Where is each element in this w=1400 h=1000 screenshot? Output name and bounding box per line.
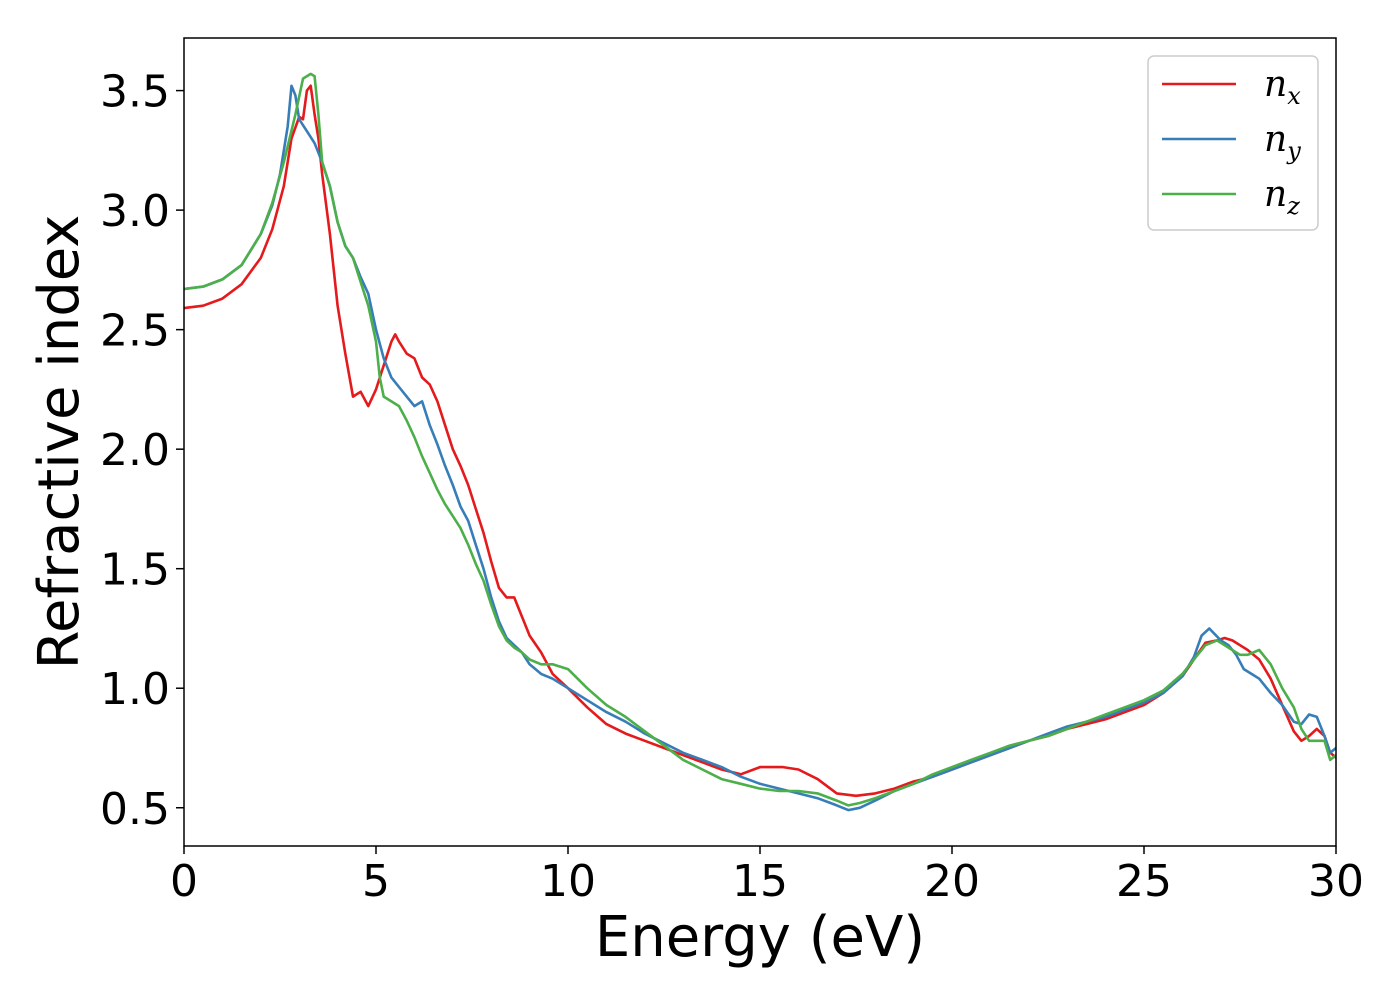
y-tick-label: 2.0	[100, 425, 170, 476]
x-tick-label: 5	[362, 856, 390, 907]
y-tick-label: 2.5	[100, 306, 170, 357]
y-tick-label: 0.5	[100, 784, 170, 835]
x-axis: 0 5 10 15 20 25 30	[170, 846, 1364, 907]
series-line-z	[184, 72, 1336, 807]
legend-label-z: nz	[1264, 174, 1300, 220]
x-tick-label: 10	[540, 856, 596, 907]
y-tick-label: 1.0	[100, 664, 170, 715]
y-axis-label: Refractive index	[27, 215, 92, 670]
y-tick-label: 1.5	[100, 545, 170, 596]
legend-label-y: ny	[1264, 119, 1301, 165]
y-tick-label: 3.0	[100, 186, 170, 237]
y-tick-label: 3.5	[100, 67, 170, 118]
x-axis-label: Energy (eV)	[595, 905, 925, 970]
x-tick-label: 15	[732, 856, 788, 907]
series-layer	[184, 72, 1336, 812]
legend: nx ny nz	[1147, 55, 1319, 231]
x-tick-label: 25	[1116, 856, 1172, 907]
x-tick-label: 0	[170, 856, 198, 907]
x-tick-label: 20	[924, 856, 980, 907]
legend-label-x: nx	[1264, 64, 1301, 110]
legend-frame	[1147, 55, 1319, 231]
x-tick-label: 30	[1308, 856, 1364, 907]
y-axis: 0.5 1.0 1.5 2.0 2.5 3.0 3.5	[100, 67, 184, 835]
